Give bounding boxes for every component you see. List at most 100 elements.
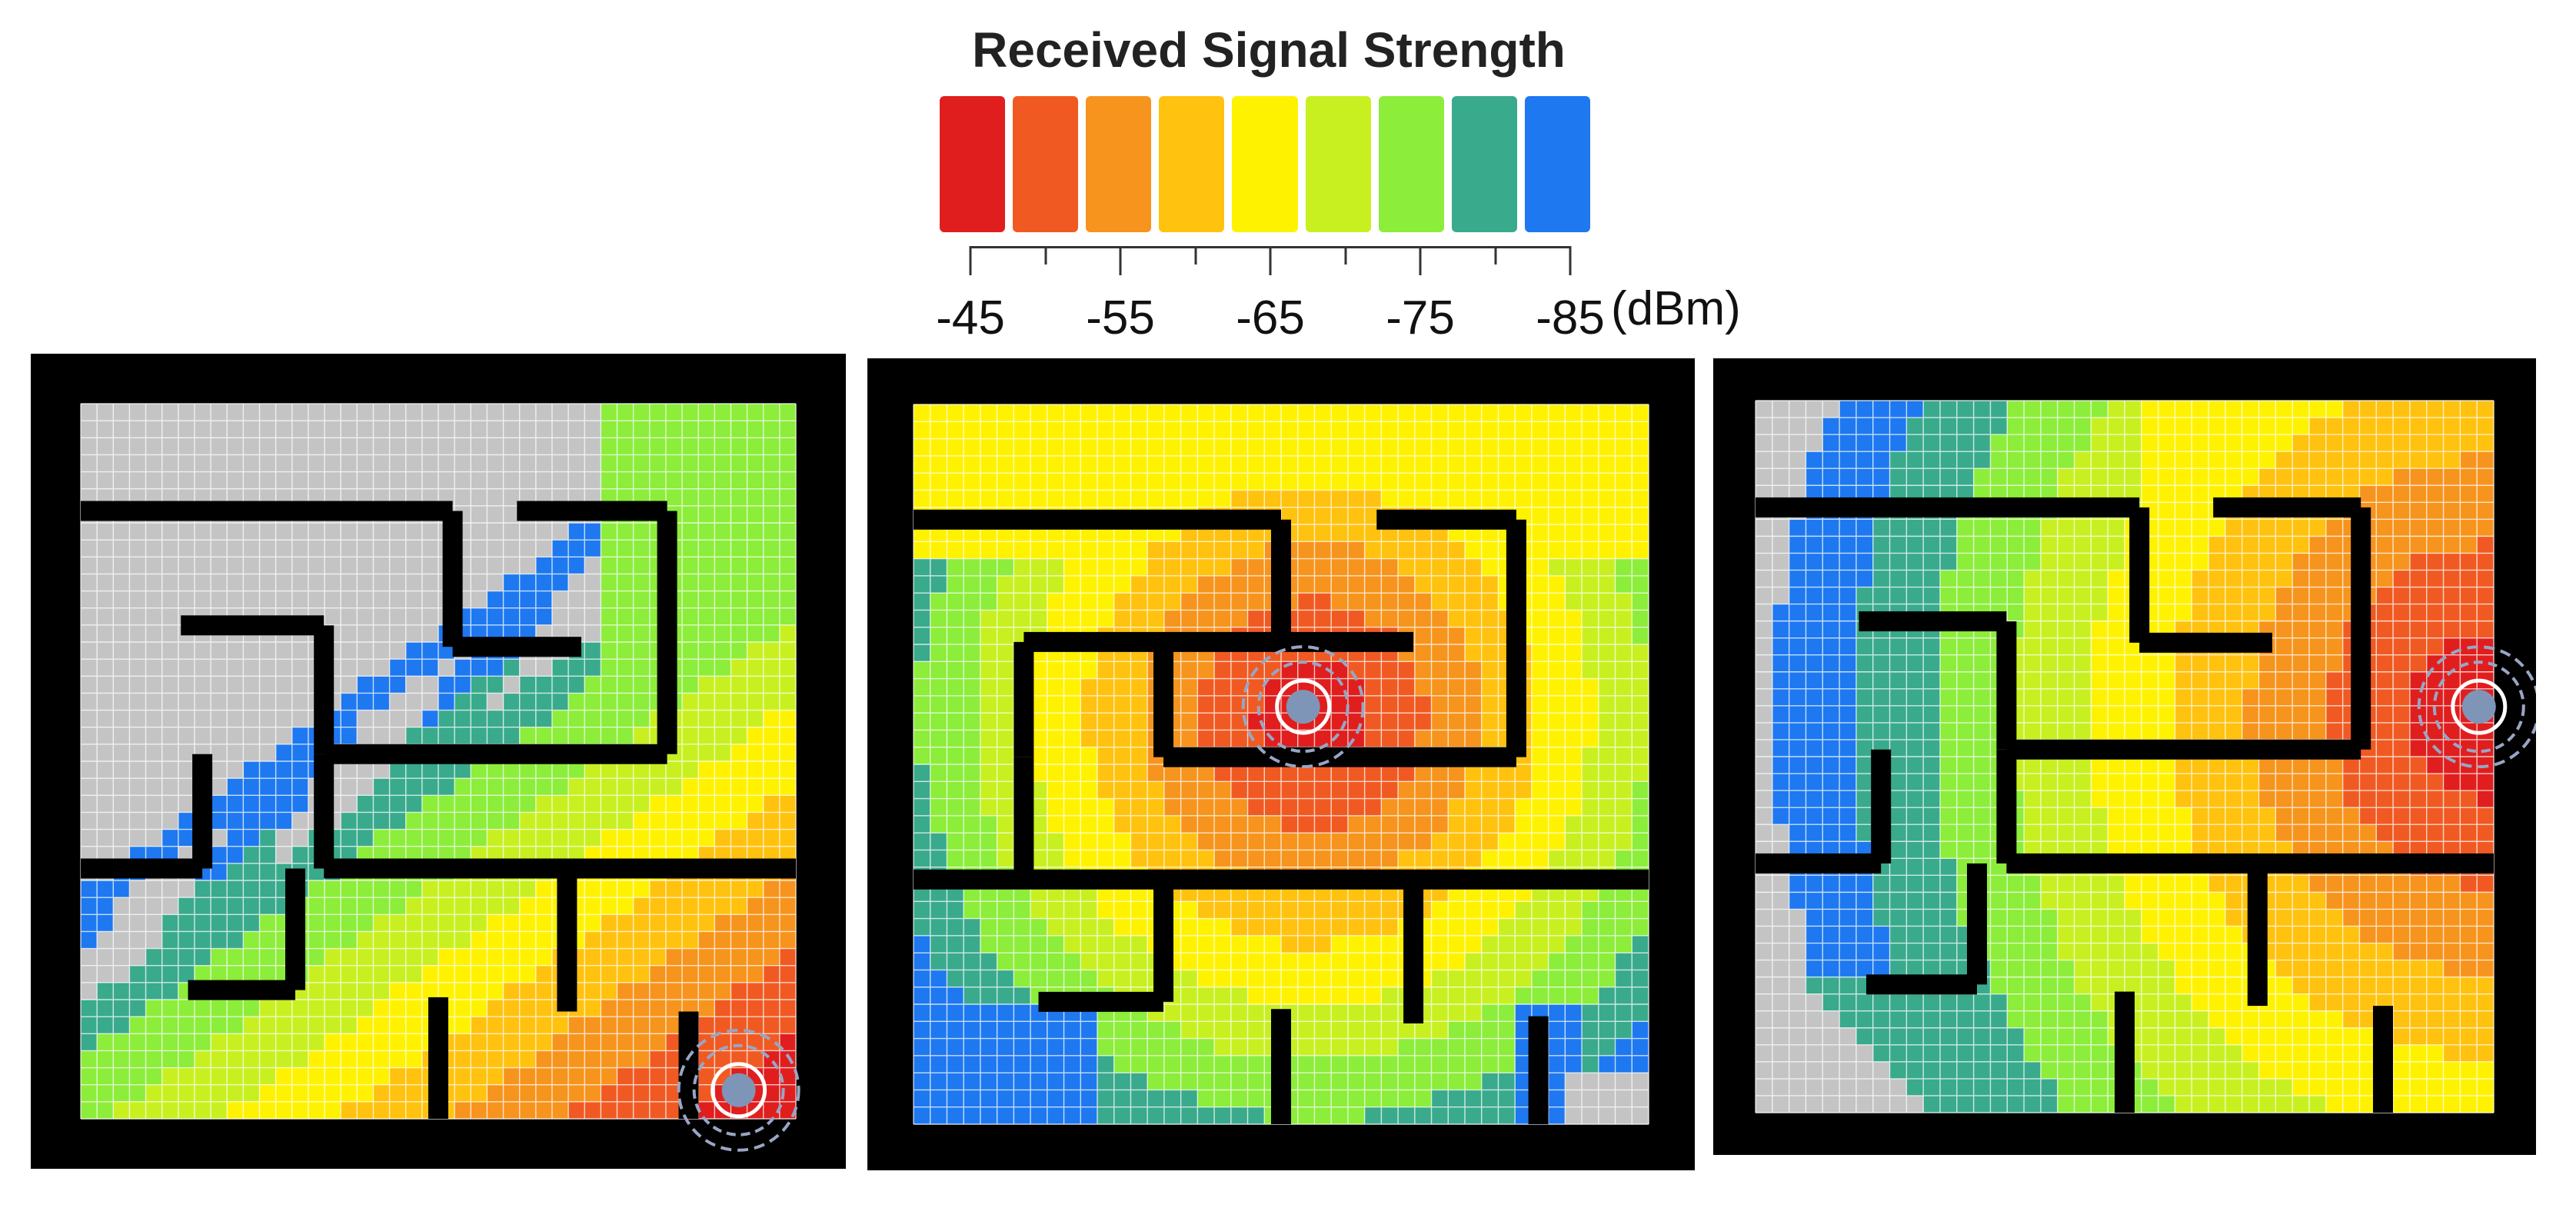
heat-cell	[389, 540, 407, 557]
heat-cell	[914, 850, 931, 868]
heat-cell	[1398, 1090, 1416, 1108]
heat-cell	[1247, 1021, 1265, 1039]
heat-cell	[259, 863, 276, 881]
heat-cell	[2108, 519, 2125, 537]
heat-cell	[1414, 781, 1432, 799]
heat-cell	[997, 764, 1014, 782]
heat-cell	[665, 1101, 683, 1120]
heat-cell	[1381, 1090, 1399, 1108]
heat-cell	[1973, 757, 1991, 774]
heat-cell	[1481, 833, 1499, 850]
heat-cell	[1281, 438, 1299, 457]
heat-cell	[471, 557, 488, 574]
heat-cell	[1839, 654, 1857, 673]
heat-cell	[1598, 850, 1616, 868]
heat-cell	[324, 607, 341, 626]
heat-cell	[454, 829, 471, 847]
heat-cell	[1230, 455, 1248, 474]
heat-cell	[2376, 774, 2394, 791]
heat-cell	[227, 1033, 244, 1051]
heat-cell	[698, 812, 715, 830]
heat-cell	[1314, 558, 1332, 577]
heat-cell	[145, 676, 162, 694]
heat-cell	[243, 880, 260, 898]
heat-cell	[947, 593, 964, 611]
heat-cell	[487, 421, 504, 438]
heat-cell	[1772, 688, 1789, 707]
signal-map-1	[31, 354, 846, 1169]
heat-cell	[291, 778, 309, 796]
heat-cell	[1113, 833, 1131, 850]
heat-cell	[1197, 695, 1215, 714]
heat-cell	[194, 659, 211, 677]
heat-cell	[1147, 1055, 1165, 1073]
heat-cell	[454, 914, 471, 932]
heat-cell	[1113, 1055, 1131, 1073]
heat-cell	[81, 744, 98, 762]
heat-cell	[81, 454, 98, 472]
heat-cell	[1030, 1021, 1048, 1039]
heat-cell	[2057, 654, 2075, 673]
heat-cell	[1789, 637, 1806, 656]
heat-cell	[487, 1033, 504, 1051]
heat-cell	[1582, 781, 1599, 799]
heat-cell	[914, 781, 931, 799]
heat-cell	[211, 454, 228, 472]
heat-cell	[259, 438, 276, 455]
heat-cell	[1632, 764, 1649, 782]
heat-cell	[161, 1101, 179, 1120]
heat-cell	[568, 1067, 585, 1086]
heat-cell	[1030, 1090, 1048, 1108]
heat-cell	[1465, 1038, 1483, 1057]
heat-cell	[1047, 575, 1064, 594]
heat-cell	[519, 404, 537, 421]
heat-cell	[1230, 1004, 1248, 1022]
heat-cell	[997, 404, 1014, 422]
heat-cell	[129, 880, 146, 898]
heat-cell	[1381, 1021, 1399, 1039]
heat-cell	[914, 815, 931, 834]
heat-cell	[1080, 730, 1098, 748]
heat-cell	[1197, 1021, 1215, 1039]
heat-cell	[487, 931, 504, 949]
heat-cell	[421, 523, 439, 541]
heat-cell	[1615, 850, 1632, 868]
heat-cell	[97, 744, 114, 762]
heat-cell	[129, 1017, 146, 1034]
heat-cell	[2024, 621, 2042, 638]
heat-cell	[568, 812, 585, 830]
heat-cell	[227, 846, 244, 864]
heat-cell	[243, 693, 260, 710]
heat-cell	[1940, 757, 1958, 774]
heat-cell	[1264, 473, 1282, 491]
heat-cell	[113, 454, 130, 472]
heat-cell	[1063, 1038, 1081, 1057]
heat-cell	[178, 1033, 195, 1051]
heat-cell	[1582, 953, 1599, 970]
heat-cell	[914, 987, 931, 1005]
legend-tick-label: -85	[1536, 291, 1605, 344]
heat-cell	[487, 454, 504, 472]
heat-cell	[535, 897, 553, 915]
heat-cell	[1515, 815, 1533, 834]
heat-cell	[1582, 661, 1599, 679]
heat-cell	[1789, 654, 1806, 673]
heat-cell	[2292, 722, 2310, 740]
heat-cell	[291, 438, 309, 455]
heat-cell	[2192, 671, 2209, 690]
heat-cell	[698, 778, 715, 796]
heat-cell	[161, 897, 179, 915]
heat-cell	[2292, 401, 2310, 418]
heat-cell	[747, 880, 764, 898]
heat-cell	[291, 846, 309, 864]
heat-cell	[601, 1033, 617, 1051]
heat-cell	[227, 404, 244, 421]
heat-cell	[747, 642, 764, 660]
heat-cell	[1347, 1055, 1365, 1073]
heat-cell	[2426, 485, 2444, 503]
heat-cell	[2040, 757, 2058, 774]
heat-cell	[1772, 434, 1789, 452]
heat-cell	[1381, 490, 1399, 508]
heat-cell	[341, 829, 358, 847]
heat-cell	[747, 659, 764, 677]
